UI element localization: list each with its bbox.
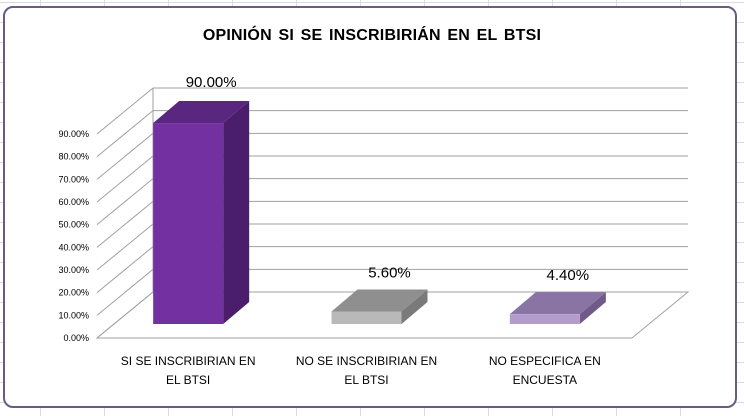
chart-frame[interactable] xyxy=(3,6,737,408)
bar-side xyxy=(579,292,606,324)
bar-side xyxy=(223,101,250,324)
y-tick-label: 20.00% xyxy=(58,288,89,298)
bar-top xyxy=(509,292,606,315)
chart-title: OPINIÓN SI SE INSCRIBIRIÁN EN EL BTSI xyxy=(202,27,542,44)
gridline-diagonal xyxy=(96,132,154,180)
data-label: 5.60% xyxy=(368,264,411,281)
chart-floor xyxy=(95,291,690,339)
x-tick-label-no-se-inscribirian: NO SE INSCRIBIRIAN EN EL BTSI xyxy=(295,354,438,387)
y-tick-label: 70.00% xyxy=(58,174,89,184)
y-tick-label: 40.00% xyxy=(58,242,89,252)
bar-top xyxy=(331,289,428,312)
bar xyxy=(153,123,224,324)
y-tick-label: 50.00% xyxy=(58,220,89,230)
y-tick-label: 90.00% xyxy=(58,129,89,139)
data-label: 4.40% xyxy=(547,267,590,284)
y-tick-label: 30.00% xyxy=(58,265,89,275)
bar-side xyxy=(401,289,428,324)
gridline-diagonal xyxy=(96,246,154,294)
gridline-diagonal xyxy=(96,200,154,248)
y-tick-label: 0.00% xyxy=(63,333,89,343)
gridline-diagonal xyxy=(96,110,154,158)
bar xyxy=(331,311,402,324)
bar-top xyxy=(153,101,250,124)
x-tick-label-no-especifica: NO ESPECIFICA EN ENCUESTA xyxy=(488,354,601,387)
x-tick-label-si-se-inscribirian: SI SE INSCRIBIRIAN EN EL BTSI xyxy=(120,354,256,387)
y-tick-label: 60.00% xyxy=(58,197,89,207)
gridline-diagonal xyxy=(96,223,154,271)
y-tick-label: 10.00% xyxy=(58,310,89,320)
gridline-diagonal xyxy=(96,268,154,316)
data-label: 90.00% xyxy=(186,74,237,91)
bar xyxy=(509,314,580,324)
gridline-diagonal xyxy=(96,155,154,203)
gridline-diagonal xyxy=(96,87,154,135)
y-tick-label: 80.00% xyxy=(58,152,89,162)
gridline-diagonal xyxy=(96,178,154,226)
